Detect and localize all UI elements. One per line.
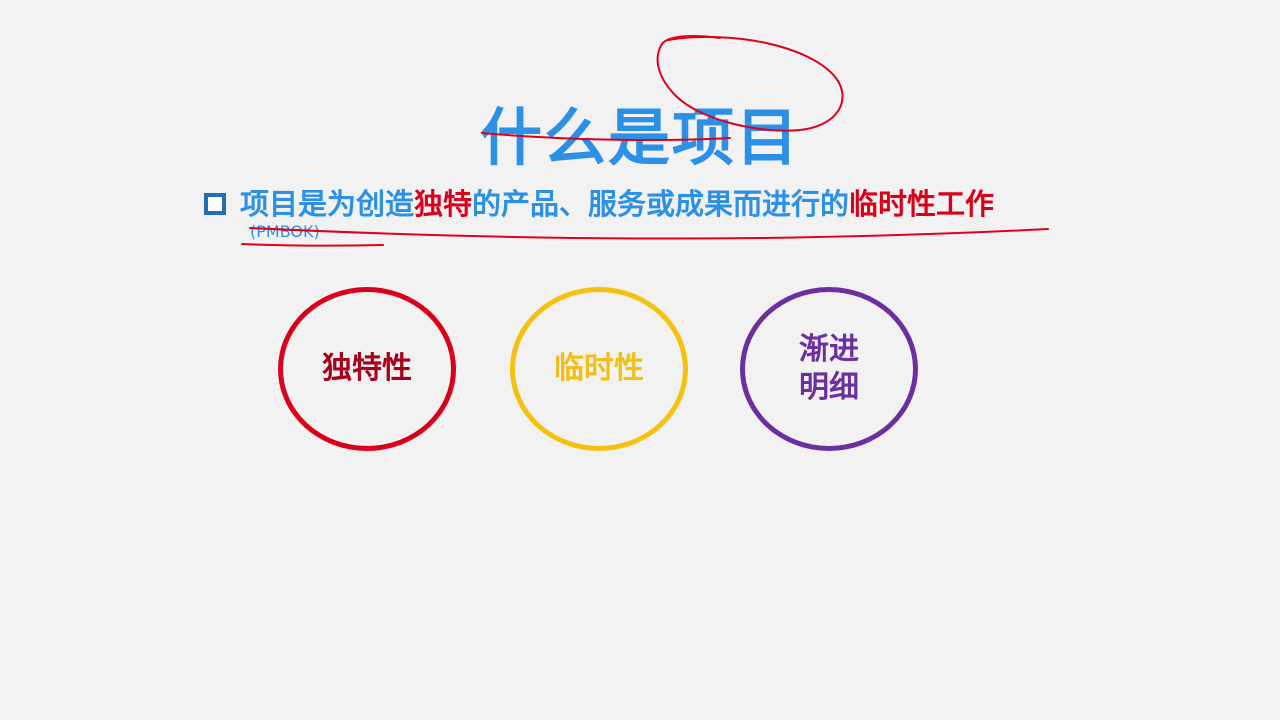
characteristic-progressive-label-line2: 明细 bbox=[799, 370, 859, 405]
definition-part-2: 的产品、服务或成果而进行的 bbox=[472, 187, 850, 221]
definition-part-1: 项目是为创造 bbox=[240, 187, 415, 221]
definition-highlight-unique: 独特 bbox=[414, 187, 473, 221]
characteristic-uniqueness: 独特性 bbox=[278, 287, 456, 451]
definition-text: 项目是为创造独特的产品、服务或成果而进行的临时性工作 bbox=[240, 184, 994, 224]
source-underline-annotation bbox=[241, 243, 384, 247]
definition-highlight-temporary: 临时性工作 bbox=[849, 187, 995, 221]
slide-title: 什么是项目 bbox=[479, 100, 800, 174]
characteristic-progressive-label-line1: 渐进 bbox=[799, 332, 859, 367]
definition-bullet: 项目是为创造独特的产品、服务或成果而进行的临时性工作 bbox=[204, 182, 994, 226]
definition-underline-annotation bbox=[249, 227, 1049, 240]
characteristic-temporary-label: 临时性 bbox=[554, 351, 644, 386]
characteristic-uniqueness-label: 独特性 bbox=[322, 351, 412, 386]
characteristic-temporary: 临时性 bbox=[510, 287, 688, 451]
source-note: (PMBOK) bbox=[250, 222, 320, 241]
bullet-square-icon bbox=[204, 193, 226, 215]
characteristic-progressive-elaboration: 渐进 明细 bbox=[740, 287, 918, 451]
